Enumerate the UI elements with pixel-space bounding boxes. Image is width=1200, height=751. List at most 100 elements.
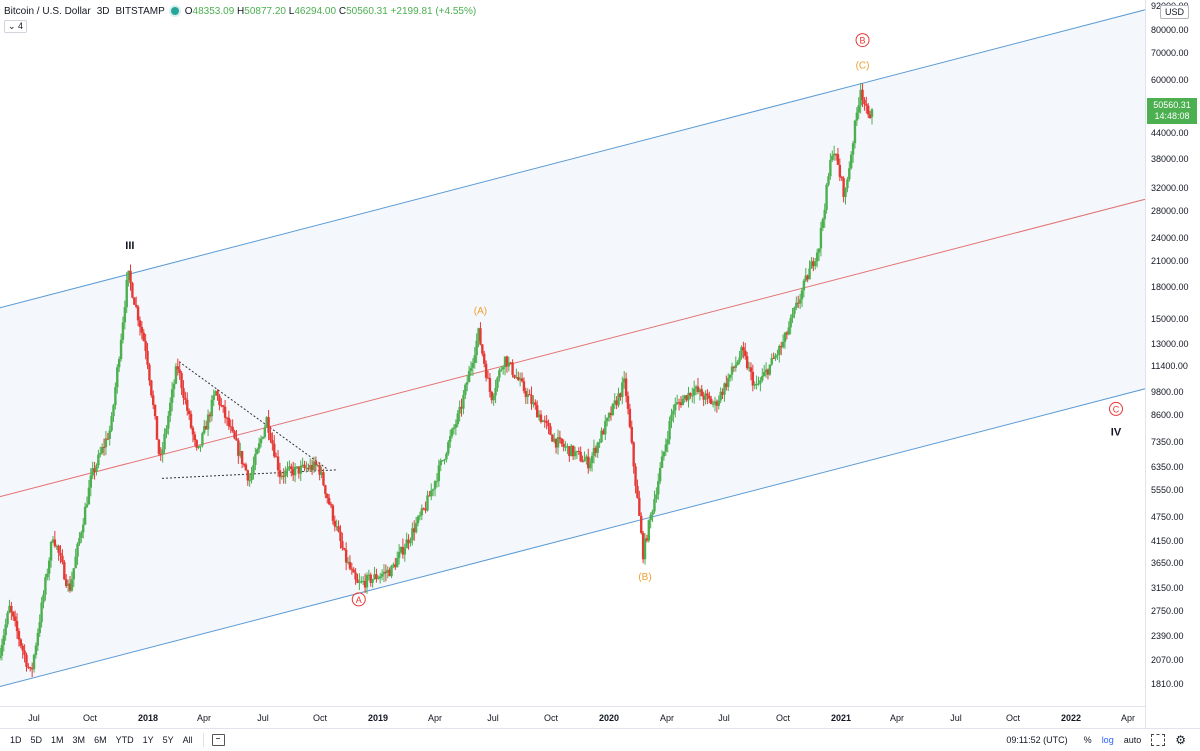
calendar-icon[interactable] <box>211 734 225 746</box>
range-button-all[interactable]: All <box>182 735 193 745</box>
candle-body <box>203 426 206 434</box>
candle-body <box>501 367 505 370</box>
time-tick-label: Apr <box>659 713 675 723</box>
candle-body <box>713 401 717 404</box>
candle-body <box>87 487 91 505</box>
range-button-1m[interactable]: 1M <box>51 735 64 745</box>
candle-body <box>691 395 694 397</box>
candle-body <box>83 506 87 525</box>
candle-body <box>72 568 75 580</box>
channel-midline[interactable] <box>0 198 1145 498</box>
triangle-lower-line[interactable] <box>162 469 337 479</box>
candle-body <box>10 605 13 613</box>
log-scale-toggle[interactable]: log <box>1101 735 1114 745</box>
candle-body <box>541 420 545 422</box>
candle-body <box>524 391 528 398</box>
candle-body <box>554 438 558 448</box>
candle-body <box>863 99 866 105</box>
candle-body <box>4 624 7 636</box>
candle-body <box>426 495 429 511</box>
time-tick-label: Oct <box>543 713 559 723</box>
candle-body <box>558 437 562 439</box>
price-tick-label: 60000.00 <box>1151 74 1189 85</box>
candle-body <box>823 209 826 220</box>
settings-gear-icon[interactable]: ⚙ <box>1175 733 1186 747</box>
candle-body <box>503 356 507 368</box>
candle-body <box>556 437 560 448</box>
range-button-1y[interactable]: 1Y <box>142 735 154 745</box>
range-button-5d[interactable]: 5D <box>30 735 43 745</box>
candle-body <box>812 261 815 267</box>
channel-upper-line[interactable] <box>0 9 1145 309</box>
candle-body <box>386 569 389 573</box>
candle-body <box>235 438 238 441</box>
candle-body <box>473 355 476 363</box>
range-button-3m[interactable]: 3M <box>72 735 86 745</box>
symbol-name[interactable]: Bitcoin / U.S. Dollar <box>4 5 91 17</box>
close-value: 50560.31 <box>346 5 388 17</box>
candle-body <box>793 307 796 314</box>
chart-area[interactable]: III (A) (B) (C) A B C IV Bitcoin / U.S. Dollar … <box>0 0 1145 728</box>
candle-body <box>545 420 548 423</box>
interval-label[interactable]: 3D <box>96 5 110 17</box>
candle-body <box>602 430 605 435</box>
candle-body <box>513 374 516 378</box>
candle-body <box>742 347 745 351</box>
candle-body <box>53 539 57 546</box>
wave-label-iv: IV <box>1111 427 1122 439</box>
time-tick-label: 2019 <box>367 713 389 723</box>
candle-body <box>102 446 106 448</box>
candle-body <box>358 581 361 583</box>
currency-button[interactable]: USD <box>1160 5 1190 19</box>
candle-body <box>416 516 420 524</box>
candle-body <box>229 426 232 428</box>
candle-body <box>579 452 582 462</box>
auto-scale-toggle[interactable]: auto <box>1123 735 1142 745</box>
candle-body <box>534 402 537 406</box>
utc-clock[interactable]: 09:11:52 (UTC) <box>1006 735 1068 745</box>
candle-body <box>717 400 720 406</box>
market-status-icon <box>170 7 179 15</box>
percent-scale-toggle[interactable]: % <box>1083 735 1092 745</box>
candle-body <box>859 89 862 106</box>
range-button-1d[interactable]: 1D <box>10 735 22 745</box>
candle-body <box>220 405 223 407</box>
candle-body <box>430 490 433 497</box>
range-button-ytd[interactable]: YTD <box>115 735 134 745</box>
candle-body <box>12 612 15 617</box>
candle-body <box>736 361 739 365</box>
candle-body <box>2 635 5 645</box>
price-tick-label: 2070.00 <box>1151 655 1184 666</box>
time-tick-label: Jul <box>718 713 730 723</box>
candle-body <box>248 480 251 482</box>
candle-body <box>150 380 153 396</box>
candle-body <box>592 447 596 456</box>
fullscreen-icon[interactable] <box>1151 734 1166 746</box>
candle-body <box>435 481 439 483</box>
candle-body <box>76 543 79 557</box>
range-button-5y[interactable]: 5Y <box>162 735 174 745</box>
candle-body <box>535 405 539 418</box>
candle-body <box>34 645 38 655</box>
candle-body <box>390 565 393 577</box>
candle-body <box>133 297 136 305</box>
candle-body <box>189 413 193 428</box>
range-button-6m[interactable]: 6M <box>94 735 107 745</box>
candle-body <box>138 320 142 327</box>
indicators-toggle-button[interactable]: ⌄ 4 <box>4 20 28 33</box>
candle-body <box>55 545 58 547</box>
channel-lower-line[interactable] <box>0 388 1145 688</box>
candle-body <box>305 467 308 469</box>
candle-body <box>204 426 208 430</box>
time-axis[interactable]: Jul Oct 2018 Apr Jul Oct 2019 Apr Jul Oct 2020 Apr J… <box>0 706 1145 729</box>
candle-body <box>530 394 533 405</box>
candle-body <box>392 564 395 566</box>
candle-body <box>267 417 270 433</box>
candle-body <box>42 594 45 603</box>
candle-body <box>660 456 664 468</box>
candle-body <box>257 443 261 450</box>
price-chart[interactable]: III (A) (B) (C) A B C IV <box>0 0 1145 706</box>
candle-body <box>178 369 181 374</box>
candle-body <box>182 388 185 398</box>
candle-body <box>169 402 172 416</box>
